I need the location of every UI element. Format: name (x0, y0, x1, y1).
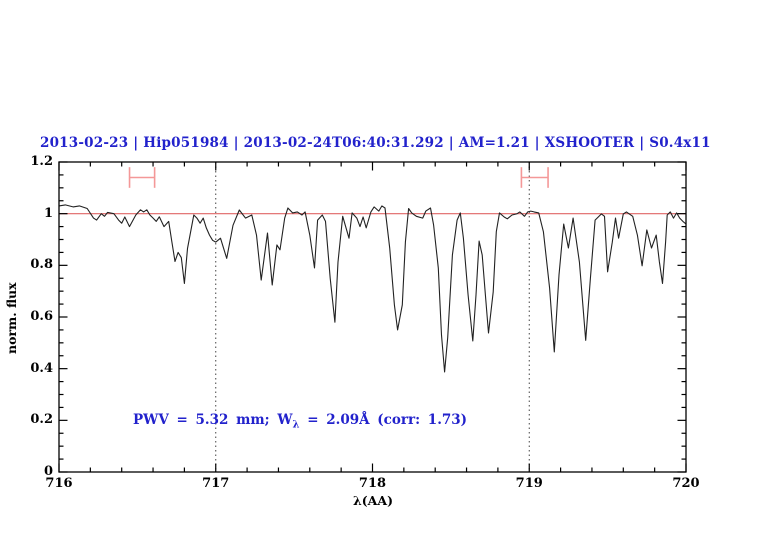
pwv-annotation-subscript: λ (292, 419, 300, 431)
x-tick-label: 719 (515, 476, 543, 491)
pwv-annotation: PWV = 5.32 mm; Wλ = 2.09Å (corr: 1.73) (133, 412, 467, 431)
x-tick-label: 717 (202, 476, 230, 491)
x-tick-label: 716 (45, 476, 73, 491)
y-tick-label: 1 (43, 205, 53, 221)
pwv-annotation-suffix: = 2.09Å (corr: 1.73) (299, 412, 468, 428)
y-tick-label: 0 (43, 464, 53, 479)
y-tick-label: 0.4 (30, 360, 53, 376)
y-tick-label: 0.2 (30, 412, 53, 428)
y-tick-label: 0.6 (30, 309, 53, 324)
y-tick-label: 1.2 (30, 154, 53, 169)
pwv-annotation-prefix: PWV = 5.32 mm; W (133, 412, 293, 428)
y-tick-label: 0.8 (30, 257, 53, 273)
plot-title: 2013-02-23 | Hip051984 | 2013-02-24T06:4… (40, 135, 711, 151)
x-axis-label: λ(AA) (353, 493, 393, 508)
x-tick-label: 718 (358, 476, 387, 491)
x-tick-label: 720 (672, 476, 700, 491)
spectrum-line (58, 204, 687, 373)
